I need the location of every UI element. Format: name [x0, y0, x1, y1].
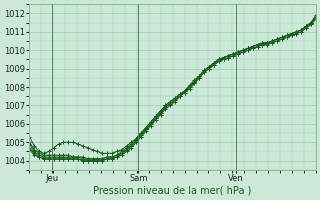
X-axis label: Pression niveau de la mer( hPa ): Pression niveau de la mer( hPa )	[93, 186, 252, 196]
